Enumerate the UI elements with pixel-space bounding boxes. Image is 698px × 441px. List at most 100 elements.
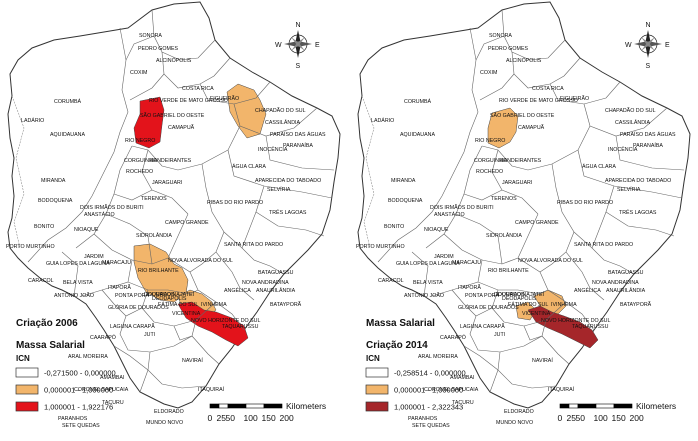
municipal-boundary	[411, 251, 429, 297]
place-label: AQUIDAUANA	[400, 132, 435, 138]
place-label: NAVIRAÍ	[182, 357, 203, 364]
river-line	[361, 95, 375, 249]
municipal-boundary	[463, 189, 503, 201]
place-label: PORTO MURTINHO	[356, 244, 405, 250]
municipal-boundary	[425, 145, 483, 249]
place-label: CARACOL	[28, 278, 54, 284]
compass-w-label: W	[625, 42, 632, 49]
scale-tick-label: 200	[280, 413, 294, 423]
place-label: SONORA	[489, 33, 512, 39]
place-label: FIGUEIRÃO	[560, 95, 589, 102]
municipal-boundary	[139, 369, 149, 393]
place-label: PONTA PORÃ	[115, 292, 150, 299]
place-label: ITAQUIRAÍ	[198, 386, 225, 393]
place-label: RIO NEGRO	[475, 138, 505, 144]
municipal-boundary	[147, 351, 207, 389]
place-label: CORUMBÁ	[404, 98, 432, 105]
municipal-boundary	[105, 213, 153, 265]
municipal-boundary	[451, 289, 493, 317]
place-label: RIO BRILHANTE	[138, 268, 179, 274]
place-label: ANAURILÂNDIA	[256, 287, 296, 294]
place-label: JUTI	[144, 332, 155, 338]
municipal-boundary	[523, 325, 543, 341]
scale-tick-label: 0	[208, 413, 213, 423]
municipal-boundary	[377, 27, 479, 263]
highlighted-municipality	[527, 305, 599, 349]
place-label: LADÁRIO	[21, 117, 44, 124]
municipal-boundary	[455, 213, 503, 265]
place-label: ELDORADO	[504, 409, 534, 415]
place-label: DOIS IRMÃOS DO BURITI	[80, 204, 144, 211]
scale-bar: Kilometers 0 25 50 100 150 200	[558, 401, 677, 423]
place-label: TERENOS	[141, 196, 167, 202]
place-label: JATEÍ	[180, 291, 195, 298]
municipal-boundary	[541, 335, 570, 365]
place-label: BATAYPORÃ	[270, 301, 302, 308]
municipal-boundary	[127, 281, 199, 295]
place-label: JARDIM	[84, 254, 104, 260]
place-label: ITAPORÃ	[458, 284, 481, 291]
place-label: MUNDO NOVO	[146, 420, 183, 426]
compass-icon: N S E W	[275, 22, 320, 70]
place-label: CHAPADÃO DO SUL	[605, 107, 656, 114]
scale-tick-label: 50	[226, 413, 236, 423]
municipal-boundary	[501, 9, 566, 61]
place-label: BELA VISTA	[413, 280, 443, 286]
legend-title: ICN	[16, 354, 30, 363]
place-label: PARAÍSO DAS ÁGUAS	[270, 131, 326, 138]
place-label: BODOQUENA	[38, 198, 73, 204]
place-label: ITAQUIRAÍ	[548, 386, 575, 393]
place-label: DOIS IRMÃOS DO BURITI	[430, 204, 494, 211]
compass-e-label: E	[665, 42, 670, 49]
place-label: SELVÍRIA	[617, 186, 641, 193]
place-label: GUIA LOPES DA LAGUNA	[396, 261, 460, 267]
place-label: LADÁRIO	[371, 117, 394, 124]
place-label: RIO BRILHANTE	[488, 268, 529, 274]
compass-w-label: W	[275, 42, 282, 49]
legend-title: ICN	[366, 354, 380, 363]
compass-n-label: N	[296, 22, 301, 29]
place-label: IVINHEMA	[201, 302, 227, 308]
place-label: COXIM	[480, 70, 497, 76]
place-label: NOVA ANDRADINA	[242, 280, 289, 286]
municipal-boundary	[577, 125, 683, 199]
place-label: PARANHOS	[58, 416, 88, 422]
place-label: PORTO MURTINHO	[6, 244, 55, 250]
place-label: ROCHEDO	[476, 169, 503, 175]
place-label: CORONEL SAPUCAIA	[424, 387, 479, 393]
place-label: SÃO GABRIEL DO OESTE	[140, 112, 205, 119]
state-outline	[357, 1, 691, 409]
municipal-boundary	[167, 231, 225, 273]
place-label: NOVA ANDRADINA	[592, 280, 639, 286]
municipal-boundary	[477, 281, 549, 295]
legend-swatch	[15, 367, 39, 378]
place-label: MIRANDA	[41, 178, 66, 184]
compass-s-label: S	[646, 63, 651, 70]
place-label: CAMPO GRANDE	[515, 220, 559, 226]
place-label: NOVO HORIZONTE DO SUL	[191, 318, 261, 324]
highlighted-municipality	[177, 301, 249, 347]
scale-tick-label: 50	[576, 413, 586, 423]
municipal-boundary	[161, 51, 231, 89]
place-label: BANDEIRANTES	[150, 158, 192, 164]
legend-swatch	[365, 367, 389, 378]
map-panel: SONORA PEDRO GOMES ALCINÓPOLIS COXIM FIGUEIR…	[356, 1, 691, 429]
legend-label: 0,000001 - 1,000000	[44, 386, 113, 395]
place-label: LAGUNA CARAPÃ	[110, 323, 155, 330]
scale-tick-label: 100	[244, 413, 258, 423]
place-label: CORONEL SAPUCAIA	[74, 387, 129, 393]
place-label: FÁTIMA DO SUL	[508, 301, 548, 308]
map-subtitle: Criação 2014	[366, 340, 428, 351]
place-label: ARAL MOREIRA	[68, 354, 108, 360]
place-label: ANASTÁCIO	[84, 211, 115, 218]
place-label: CASSILÂNDIA	[615, 119, 650, 126]
place-label: RIBAS DO RIO PARDO	[557, 200, 613, 206]
place-label: ANGÉLICA	[224, 287, 251, 294]
highlighted-municipality	[487, 107, 519, 149]
municipal-boundary	[241, 247, 285, 275]
legend-label: -0,258514 - 0,000000	[394, 369, 466, 378]
place-label: TAQUARUSSU	[572, 324, 609, 330]
compass-icon: N S E W	[625, 22, 670, 70]
place-label: JARDIM	[434, 254, 454, 260]
place-label: NOVO HORIZONTE DO SUL	[541, 318, 611, 324]
